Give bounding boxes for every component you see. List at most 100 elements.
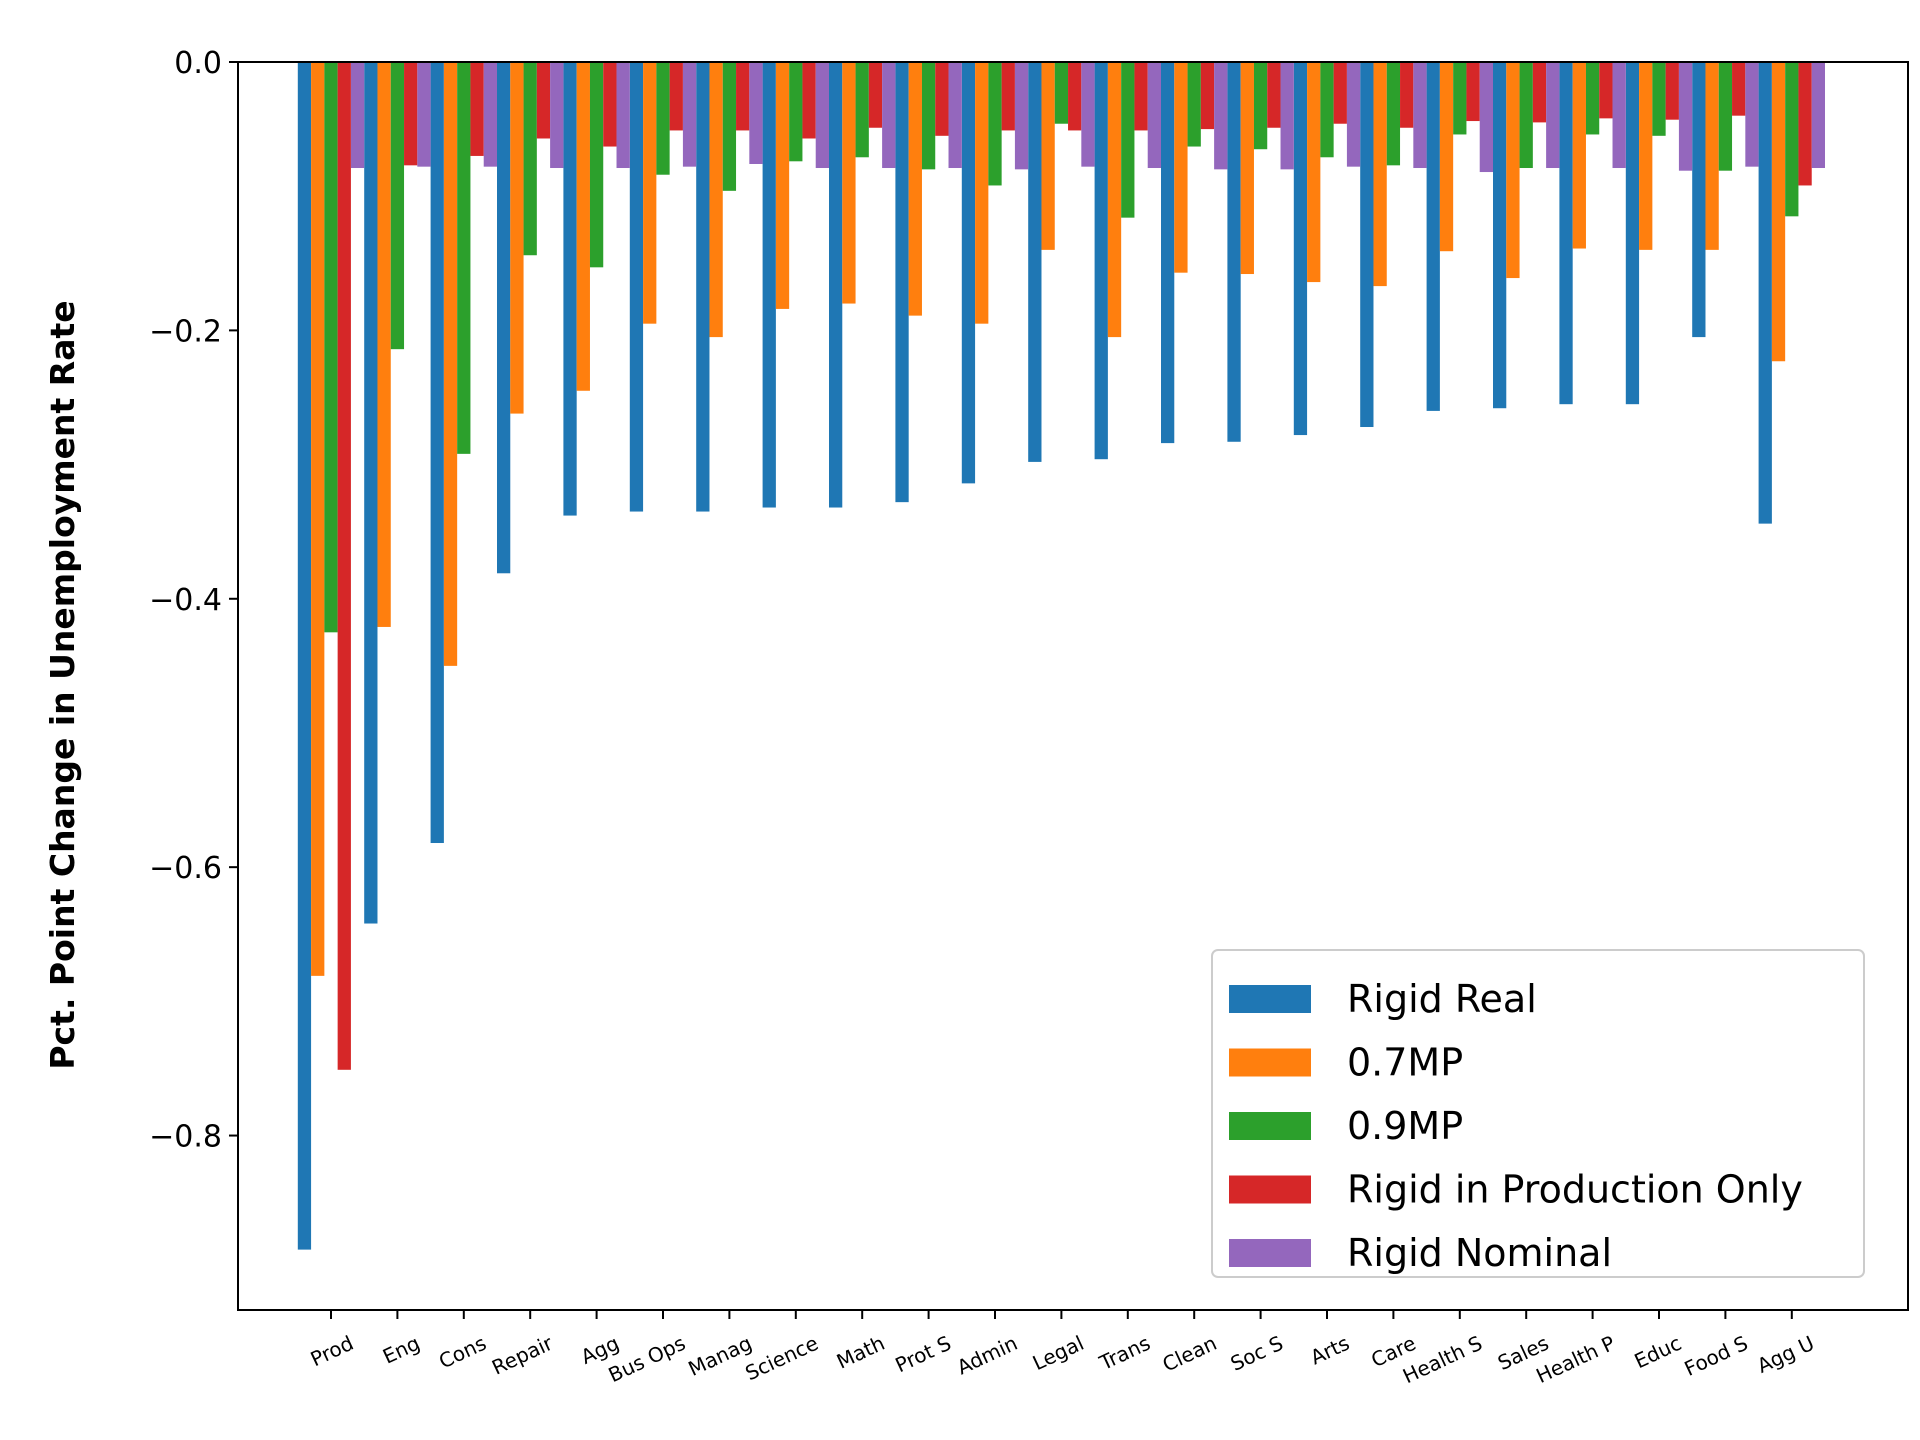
bar-rigid-nominal-care: [1413, 62, 1427, 169]
bar-0-7mp-eng: [377, 62, 391, 627]
bar-rigid-real-soc-s: [1227, 62, 1241, 442]
bar-0-7mp-prod: [311, 62, 325, 976]
bar-rigid-real-agg-u: [1758, 62, 1772, 524]
bar-0-9mp-science: [789, 62, 803, 162]
bar-rigid-real-food-s: [1692, 62, 1706, 338]
x-tick-label-repair: Repair: [488, 1330, 557, 1379]
x-tick-label-prod: Prod: [307, 1331, 357, 1372]
bar-rigid-in-production-only-soc-s: [1267, 62, 1281, 128]
bar-0-7mp-food-s: [1705, 62, 1719, 250]
x-tick-label-cons: Cons: [435, 1331, 490, 1374]
bar-rigid-real-cons: [430, 62, 444, 844]
bar-0-9mp-care: [1386, 62, 1401, 166]
bar-0-7mp-math: [842, 62, 856, 304]
x-tick-label-arts: Arts: [1307, 1331, 1354, 1370]
bar-0-7mp-arts: [1307, 62, 1321, 283]
bar-rigid-in-production-only-manag: [736, 62, 750, 131]
bar-rigid-nominal-manag: [749, 62, 763, 164]
legend: Rigid Real 0.7MP 0.9MP Rigid in Production …: [1211, 949, 1865, 1278]
bar-rigid-real-prot-s: [895, 62, 909, 503]
bar-rigid-in-production-only-prot-s: [935, 62, 949, 136]
legend-label-rigid-real: Rigid Real: [1347, 977, 1537, 1021]
bar-rigid-in-production-only-arts: [1333, 62, 1347, 124]
bar-rigid-real-repair: [497, 62, 511, 574]
bar-rigid-real-eng: [364, 62, 378, 924]
bar-rigid-real-trans: [1094, 62, 1108, 460]
x-tick-label-educ: Educ: [1631, 1331, 1686, 1373]
legend-swatch-rigid-nominal: [1229, 1239, 1311, 1267]
bars-layer: [297, 62, 1825, 1250]
x-tick-label-soc-s: Soc S: [1227, 1331, 1287, 1376]
bar-0-7mp-care: [1373, 62, 1387, 287]
bar-rigid-nominal-trans: [1147, 62, 1161, 169]
x-tick-label-math: Math: [833, 1331, 888, 1374]
bar-rigid-real-manag: [696, 62, 710, 512]
bar-rigid-in-production-only-cons: [470, 62, 484, 156]
bar-0-9mp-food-s: [1718, 62, 1733, 171]
bar-0-9mp-health-p: [1585, 62, 1600, 135]
bar-rigid-in-production-only-eng: [404, 62, 418, 166]
bar-rigid-in-production-only-admin: [1001, 62, 1015, 131]
bar-0-9mp-legal: [1054, 62, 1069, 124]
y-axis-title: Pct. Point Change in Unemployment Rate: [43, 300, 82, 1069]
bar-rigid-nominal-educ: [1678, 62, 1693, 171]
bar-rigid-in-production-only-legal: [1068, 62, 1082, 131]
bar-0-9mp-agg: [589, 62, 604, 268]
bar-0-9mp-arts: [1320, 62, 1334, 158]
bar-rigid-real-care: [1360, 62, 1374, 428]
legend-label-rigid-nominal: Rigid Nominal: [1347, 1231, 1612, 1275]
legend-box: [1211, 949, 1865, 1278]
bar-rigid-in-production-only-prod: [337, 62, 351, 1070]
bar-rigid-in-production-only-agg: [603, 62, 617, 147]
bar-0-7mp-agg-u: [1771, 62, 1786, 362]
bar-0-9mp-trans: [1121, 62, 1135, 218]
bar-0-9mp-educ: [1652, 62, 1666, 136]
bar-rigid-nominal-repair: [550, 62, 564, 169]
bar-rigid-real-admin: [961, 62, 976, 484]
bar-0-7mp-agg: [576, 62, 590, 391]
bar-0-9mp-bus-ops: [656, 62, 670, 175]
bar-rigid-real-arts: [1293, 62, 1308, 436]
bar-rigid-real-sales: [1493, 62, 1507, 409]
bar-rigid-in-production-only-health-s: [1466, 62, 1480, 122]
bar-rigid-nominal-agg-u: [1811, 62, 1825, 169]
bar-rigid-nominal-legal: [1081, 62, 1095, 167]
bar-0-7mp-educ: [1639, 62, 1653, 250]
bar-rigid-nominal-soc-s: [1280, 62, 1294, 170]
bar-0-9mp-cons: [457, 62, 471, 454]
legend-swatch-0-7mp: [1229, 1048, 1311, 1077]
bar-0-9mp-repair: [523, 62, 537, 256]
bar-0-9mp-eng: [390, 62, 405, 350]
bar-0-7mp-science: [775, 62, 790, 309]
y-tick-label: −0.4: [149, 583, 222, 618]
bar-rigid-in-production-only-trans: [1134, 62, 1148, 131]
bar-rigid-nominal-health-s: [1479, 62, 1493, 173]
bar-0-7mp-soc-s: [1240, 62, 1254, 275]
bar-rigid-nominal-arts: [1346, 62, 1361, 167]
bar-rigid-in-production-only-repair: [536, 62, 551, 139]
bar-0-7mp-clean: [1174, 62, 1188, 273]
x-tick-label-clean: Clean: [1159, 1331, 1221, 1377]
bar-0-7mp-trans: [1107, 62, 1122, 338]
bar-0-9mp-manag: [722, 62, 737, 191]
bar-rigid-in-production-only-math: [868, 62, 883, 128]
bar-rigid-real-math: [829, 62, 843, 508]
bar-rigid-nominal-clean: [1214, 62, 1228, 170]
bar-0-9mp-admin: [988, 62, 1002, 186]
bar-0-7mp-legal: [1041, 62, 1055, 250]
bar-0-9mp-agg-u: [1785, 62, 1799, 217]
bar-rigid-real-science: [762, 62, 776, 508]
bar-rigid-in-production-only-educ: [1665, 62, 1679, 120]
x-tick-label-eng: Eng: [379, 1331, 424, 1369]
x-tick-label-agg-u: Agg U: [1753, 1331, 1818, 1378]
legend-label-0-9mp: 0.9MP: [1347, 1104, 1463, 1148]
bar-rigid-nominal-math: [882, 62, 896, 169]
bar-0-9mp-soc-s: [1253, 62, 1268, 150]
bar-0-9mp-prod: [324, 62, 338, 633]
bar-rigid-real-clean: [1161, 62, 1175, 444]
bar-0-9mp-health-s: [1453, 62, 1467, 135]
bar-rigid-real-health-s: [1426, 62, 1440, 411]
bar-0-9mp-prot-s: [921, 62, 936, 170]
legend-swatch-0-9mp: [1229, 1112, 1311, 1140]
